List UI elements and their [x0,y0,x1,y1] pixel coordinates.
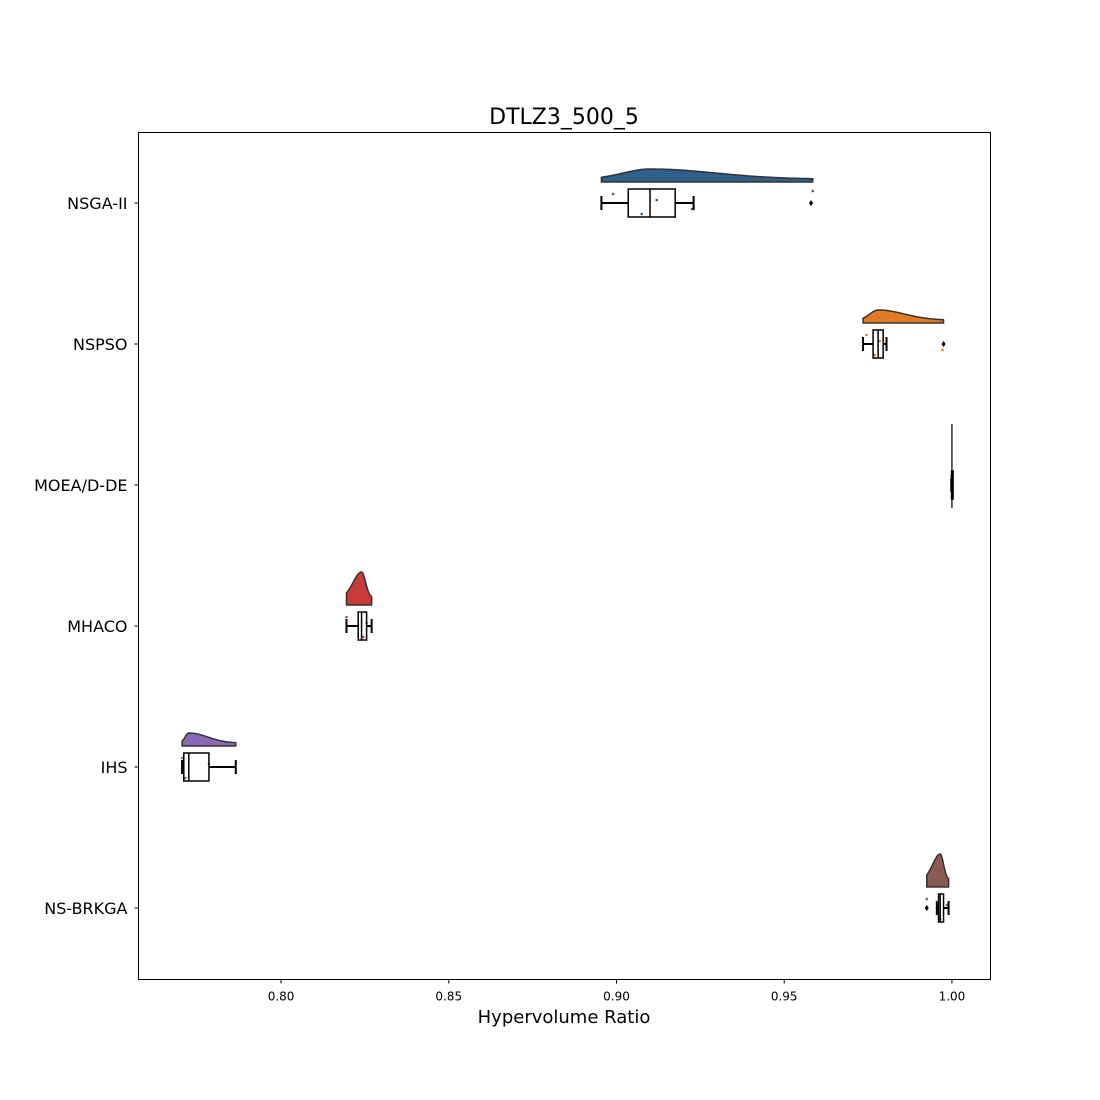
y-category-label: MOEA/D-DE [34,476,127,495]
outlier-point [924,905,929,911]
chart-marks [180,168,954,923]
x-axis-label: Hypervolume Ratio [478,1007,651,1028]
violin [345,571,373,606]
x-tick-label: 0.90 [603,990,630,1004]
y-category-label: MHACO [67,617,127,636]
series-group [180,732,238,782]
data-point [655,198,659,202]
x-tick-label: 0.80 [268,990,295,1004]
data-point [184,776,187,780]
x-axis: 0.80 0.85 0.90 0.95 1.00 [268,979,966,1004]
data-point [690,207,694,211]
plot-frame [138,132,991,980]
data-point [873,353,877,357]
series-group [862,309,946,359]
box [627,188,676,218]
outlier-point [941,341,946,347]
data-point [811,189,815,193]
data-point [611,192,615,196]
y-category-label: IHS [101,758,128,777]
outlier-point [809,200,814,206]
x-tick-label: 0.95 [771,990,798,1004]
box [357,611,368,641]
data-point [925,897,929,901]
data-point [945,903,949,907]
data-point [941,348,944,352]
data-point [640,212,643,216]
series-group [950,424,954,508]
box [937,893,945,923]
chart-title: DTLZ3_500_5 [489,105,639,130]
violin [600,168,814,183]
y-category-label: NSPSO [73,335,128,354]
series-group [600,168,815,218]
y-category-label: NS-BRKGA [44,899,127,918]
box [183,752,210,782]
data-point [878,339,882,343]
y-axis: NSGA-II NSPSO MOEA/D-DE MHACO IHS NS-BRKGA [34,194,139,918]
data-point [345,615,348,619]
data-point [180,756,184,760]
series-group [924,853,950,923]
data-point [865,333,868,337]
violin [181,732,237,747]
y-category-label: NSGA-II [67,194,127,213]
violin [862,309,945,324]
x-tick-label: 1.00 [939,990,966,1004]
x-tick-label: 0.85 [435,990,462,1004]
violin [926,853,950,888]
data-point [361,635,365,639]
series-group [345,571,373,641]
